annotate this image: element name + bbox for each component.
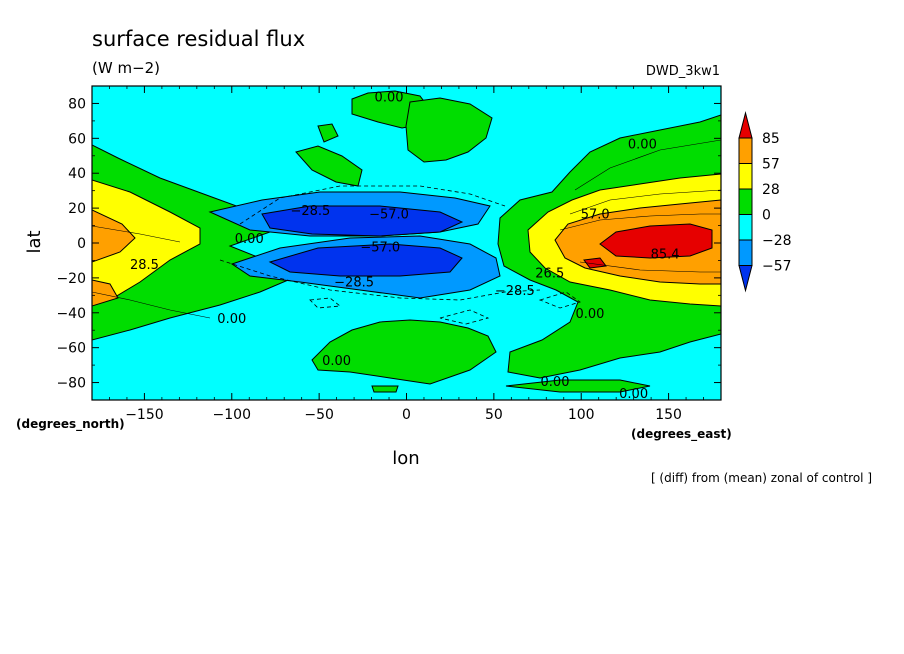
colorbar-label: 0 [762,208,771,224]
y-tick-label: 60 [68,131,86,147]
y-tick-label: −80 [56,376,86,392]
colorbar: 85 57 28 0 −28 −57 [738,111,792,293]
contour-label: −57.0 [369,207,409,222]
contour-label: 0.00 [619,387,648,402]
chart-subtitle: (W m−2) [92,59,160,77]
footnote: [ (diff) from (mean) zonal of control ] [651,471,872,485]
y-unit-label: (degrees_north) [16,417,125,432]
x-tick-label: 0 [402,407,411,423]
x-tick-label: 50 [485,407,503,423]
colorbar-segment [738,163,753,190]
colorbar-label: −28 [762,233,792,249]
x-tick-label: 100 [568,407,595,423]
field-region-orange [92,209,136,263]
contour-label: 28.5 [130,258,159,273]
field-region-red [583,257,607,269]
x-tick-label: −50 [304,407,334,423]
colorbar-segment [738,214,753,241]
x-axis: −150 −100 −50 0 50 100 150 [109,86,704,423]
contour-label: −57.0 [360,240,400,255]
field-region-orange [92,279,119,307]
contour-label: −28.5 [495,284,535,299]
x-tick-label: −150 [125,407,163,423]
chart-title: surface residual flux [92,27,305,51]
colorbar-label: 28 [762,182,780,198]
colorbar-label: 85 [762,131,780,147]
y-tick-label: 20 [68,201,86,217]
contour-label: 0.00 [375,90,404,105]
model-label: DWD_3kw1 [646,64,720,79]
field-region-green [405,97,493,163]
contour-label: −28.5 [290,204,330,219]
contour-labels: 0.00 0.00 −28.5 −57.0 57.0 0.00 −57.0 85.4 28.5 −… [130,90,680,402]
x-unit-label: (degrees_east) [631,427,732,442]
field-region-green [371,385,399,393]
y-axis: 80 60 40 20 0 −20 −40 −60 −80 [56,85,721,401]
y-tick-label: −40 [56,306,86,322]
colorbar-segment [738,188,753,215]
plot-area: 0.00 0.00 −28.5 −57.0 57.0 0.00 −57.0 85.4 28.5 −… [92,86,721,402]
contour-label: 85.4 [651,247,680,262]
y-tick-label: 80 [68,96,86,112]
y-axis-label: lat [24,230,45,253]
x-tick-label: 150 [655,407,682,423]
contour-label: 0.00 [322,354,351,369]
contour-label: 0.00 [575,307,604,322]
contour-label: −28.5 [334,275,374,290]
contour-label: 0.00 [541,375,570,390]
colorbar-top-arrow [738,111,753,139]
y-tick-label: −60 [56,341,86,357]
colorbar-segment [738,137,753,164]
x-axis-label: lon [392,448,419,469]
positive-contours [92,139,721,319]
contour-label: 0.00 [235,232,264,247]
field-region-green [295,145,363,187]
colorbar-bottom-arrow [738,265,753,293]
field-region-red [599,223,713,259]
colorbar-label: 57 [762,157,780,173]
field-region-green [317,123,339,143]
colorbar-label: −57 [762,259,792,275]
x-tick-label: −100 [213,407,251,423]
field-region-green [311,319,497,385]
contour-label: 0.00 [217,312,246,327]
field-region-darkblue [268,243,463,277]
contour-label: 0.00 [628,138,657,153]
y-tick-label: 0 [77,236,86,252]
contour-label: 26.5 [535,267,564,282]
negative-contours [219,185,581,325]
contour-label: 57.0 [581,207,610,222]
y-tick-label: −20 [56,271,86,287]
colorbar-segment [738,239,753,266]
y-tick-label: 40 [68,166,86,182]
field-region-green [505,379,651,393]
field-region-darkblue [261,205,464,237]
